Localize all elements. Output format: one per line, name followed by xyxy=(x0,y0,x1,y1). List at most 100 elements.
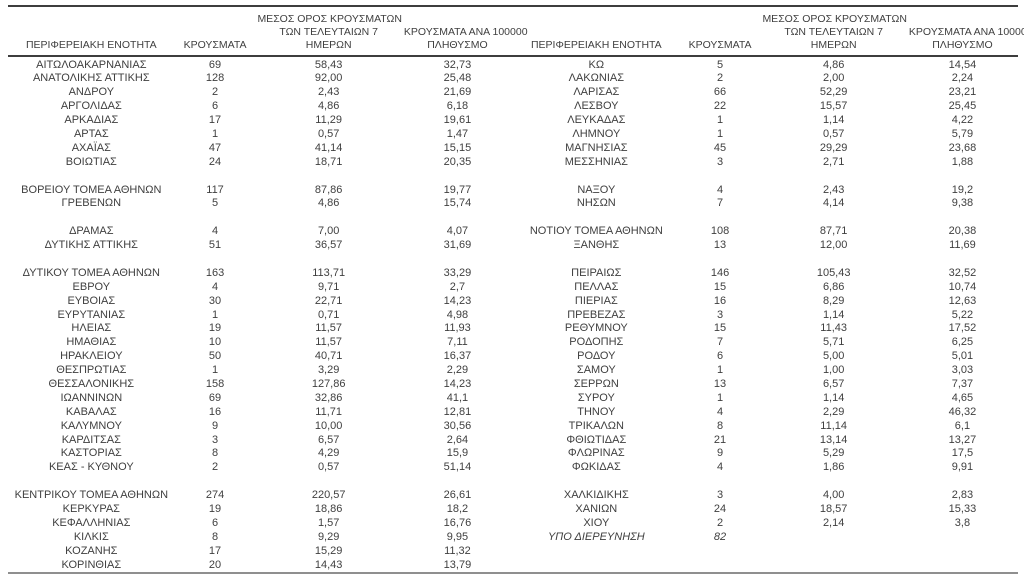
table-row: ΑΝΑΤΟΛΙΚΗΣ ΑΤΤΙΚΗΣ 128 92,00 25,48 xyxy=(8,72,513,86)
cell-avg7: 6,57 xyxy=(317,433,340,446)
cell-region: ΔΥΤΙΚΟΥ ΤΟΜΕΑ ΑΘΗΝΩΝ xyxy=(22,266,160,279)
cell-region: ΜΕΣΣΗΝΙΑΣ xyxy=(564,155,628,168)
cell-region: ΚΟΖΑΝΗΣ xyxy=(65,544,118,557)
cell-cases: 2 xyxy=(716,516,724,529)
table-row: ΛΑΚΩΝΙΑΣ 2 2,00 2,24 xyxy=(513,72,1018,86)
cell-cases: 9 xyxy=(211,419,219,432)
table-row: ΚΑΣΤΟΡΙΑΣ 8 4,29 15,9 xyxy=(8,447,513,461)
cell-region: ΑΝΑΤΟΛΙΚΗΣ ΑΤΤΙΚΗΣ xyxy=(32,72,150,85)
cell-region: ΠΕΛΛΑΣ xyxy=(574,280,619,293)
cell-avg7: 5,29 xyxy=(822,447,845,460)
table-row: ΚΩ 5 4,86 14,54 xyxy=(513,56,1018,72)
cell-region: ΧΑΝΙΩΝ xyxy=(575,503,618,516)
cell-per100k: 23,68 xyxy=(948,141,977,154)
table-row: ΡΟΔΟΠΗΣ 7 5,71 6,25 xyxy=(513,336,1018,350)
cell-cases: 274 xyxy=(205,489,225,502)
cell-region: ΦΛΩΡΙΝΑΣ xyxy=(567,447,625,460)
cell-cases: 22 xyxy=(713,100,727,113)
cell-cases: 6 xyxy=(211,100,219,113)
cell-cases xyxy=(175,211,256,225)
cell-per100k: 6,1 xyxy=(954,419,971,432)
cell-region: ΚΑΡΔΙΤΣΑΣ xyxy=(61,433,121,446)
cell-cases: 7 xyxy=(716,197,724,210)
cell-region: ΕΒΡΟΥ xyxy=(72,280,111,293)
cell-avg7: 2,43 xyxy=(317,86,340,99)
table-row: ΕΥΡΥΤΑΝΙΑΣ 1 0,71 4,98 xyxy=(8,308,513,322)
cell-cases: 5 xyxy=(716,59,724,71)
cell-avg7: 113,71 xyxy=(312,266,346,279)
cell-per100k: 19,77 xyxy=(443,183,472,196)
table-row: ΚΕΦΑΛΛΗΝΙΑΣ 6 1,57 16,76 xyxy=(8,517,513,531)
cell-per100k: 11,69 xyxy=(949,239,976,252)
cell-region: ΛΕΥΚΑΔΑΣ xyxy=(567,114,626,127)
cell-cases xyxy=(680,253,761,267)
cell-avg7: 2,29 xyxy=(822,405,845,418)
table-row: ΣΕΡΡΩΝ 13 6,57 7,37 xyxy=(513,378,1018,392)
table-row: ΛΗΜΝΟΥ 1 0,57 5,79 xyxy=(513,128,1018,142)
cell-cases: 1 xyxy=(716,364,724,377)
cell-region: ΠΕΙΡΑΙΩΣ xyxy=(571,266,622,279)
cell-avg7: 11,57 xyxy=(315,336,343,349)
column-header-region-label: ΠΕΡΙΦΕΡΕΙΑΚΗ ΕΝΟΤΗΤΑ xyxy=(25,39,157,51)
cell-avg7 xyxy=(760,544,906,558)
cell-per100k: 2,24 xyxy=(951,72,974,85)
cell-cases: 6 xyxy=(716,350,724,363)
cell-per100k xyxy=(907,530,1018,544)
cell-per100k: 31,69 xyxy=(443,239,472,252)
cell-cases: 1 xyxy=(211,308,219,321)
cell-avg7: 220,57 xyxy=(311,489,346,502)
cell-per100k: 4,98 xyxy=(446,308,469,321)
spacer-row xyxy=(513,544,1018,558)
cell-per100k xyxy=(402,211,513,225)
column-header-per100k-line2: ΠΛΗΘΥΣΜΟ xyxy=(932,39,993,51)
cell-region: ΝΟΤΙΟΥ ΤΟΜΕΑ ΑΘΗΝΩΝ xyxy=(529,225,663,238)
cell-per100k: 11,32 xyxy=(444,544,471,557)
cell-per100k: 25,48 xyxy=(443,72,472,85)
cell-cases: 1 xyxy=(716,128,724,140)
cell-avg7: 9,71 xyxy=(317,280,340,293)
column-header-avg7-line2: ΤΩΝ ΤΕΛΕΥΤΑΙΩΝ 7 xyxy=(784,26,883,38)
cell-cases: 30 xyxy=(208,294,222,307)
table-row: ΑΡΤΑΣ 1 0,57 1,47 xyxy=(8,128,513,142)
table-row: ΔΥΤΙΚΟΥ ΤΟΜΕΑ ΑΘΗΝΩΝ 163 113,71 33,29 xyxy=(8,266,513,280)
cell-region: ΡΟΔΟΠΗΣ xyxy=(569,336,624,349)
cell-per100k: 14,23 xyxy=(443,294,472,307)
column-header-cases-label: ΚΡΟΥΣΜΑΤΑ xyxy=(688,39,752,51)
cell-cases: 15 xyxy=(713,280,727,293)
table-row: ΝΗΣΩΝ 7 4,14 9,38 xyxy=(513,197,1018,211)
cell-per100k: 21,69 xyxy=(443,86,472,99)
cell-per100k: 51,14 xyxy=(443,461,472,474)
cell-cases: 6 xyxy=(211,516,219,529)
cell-per100k: 32,52 xyxy=(948,266,977,279)
cell-avg7: 22,71 xyxy=(314,294,343,307)
cell-cases: 8 xyxy=(211,530,219,543)
cell-per100k: 15,9 xyxy=(446,447,469,460)
table-row: ΦΩΚΙΔΑΣ 4 1,86 9,91 xyxy=(513,461,1018,475)
cell-per100k: 5,22 xyxy=(951,308,974,321)
cell-region: ΦΘΙΩΤΙΔΑΣ xyxy=(566,433,627,446)
cell-avg7: 8,29 xyxy=(822,294,845,307)
column-header-avg7-line1: ΜΕΣΟΣ ΟΡΟΣ ΚΡΟΥΣΜΑΤΩΝ xyxy=(257,13,402,25)
cell-avg7 xyxy=(760,530,906,544)
cell-cases: 69 xyxy=(208,391,222,404)
cell-cases xyxy=(175,475,256,489)
cell-cases: 2 xyxy=(716,72,724,85)
column-header-avg7-line3: ΗΜΕΡΩΝ xyxy=(305,39,352,51)
spacer-row xyxy=(8,211,513,225)
column-header-region-label: ΠΕΡΙΦΕΡΕΙΑΚΗ ΕΝΟΤΗΤΑ xyxy=(530,39,662,51)
cell-per100k: 3,03 xyxy=(951,364,974,377)
cell-avg7: 127,86 xyxy=(311,378,346,391)
cell-region: ΚΑΛΥΜΝΟΥ xyxy=(60,419,122,432)
regional-cases-sheet: ΠΕΡΙΦΕΡΕΙΑΚΗ ΕΝΟΤΗΤΑ ΚΡΟΥΣΜΑΤΑ ΜΕΣΟΣ ΟΡΟ… xyxy=(8,5,1024,575)
cell-per100k: 10,74 xyxy=(948,280,977,293)
cell-region: ΕΥΡΥΤΑΝΙΑΣ xyxy=(57,308,126,321)
cell-region: ΧΙΟΥ xyxy=(583,516,610,529)
table-row: ΚΕΡΚΥΡΑΣ 19 18,86 18,2 xyxy=(8,503,513,517)
table-row: ΛΑΡΙΣΑΣ 66 52,29 23,21 xyxy=(513,86,1018,100)
cell-cases: 19 xyxy=(208,322,222,335)
cell-avg7: 1,14 xyxy=(822,308,845,321)
table-row: ΝΟΤΙΟΥ ΤΟΜΕΑ ΑΘΗΝΩΝ 108 87,71 20,38 xyxy=(513,225,1018,239)
column-header-region: ΠΕΡΙΦΕΡΕΙΑΚΗ ΕΝΟΤΗΤΑ xyxy=(8,7,175,57)
table-row: ΡΟΔΟΥ 6 5,00 5,01 xyxy=(513,350,1018,364)
table-row: ΒΟΙΩΤΙΑΣ 24 18,71 20,35 xyxy=(8,155,513,169)
